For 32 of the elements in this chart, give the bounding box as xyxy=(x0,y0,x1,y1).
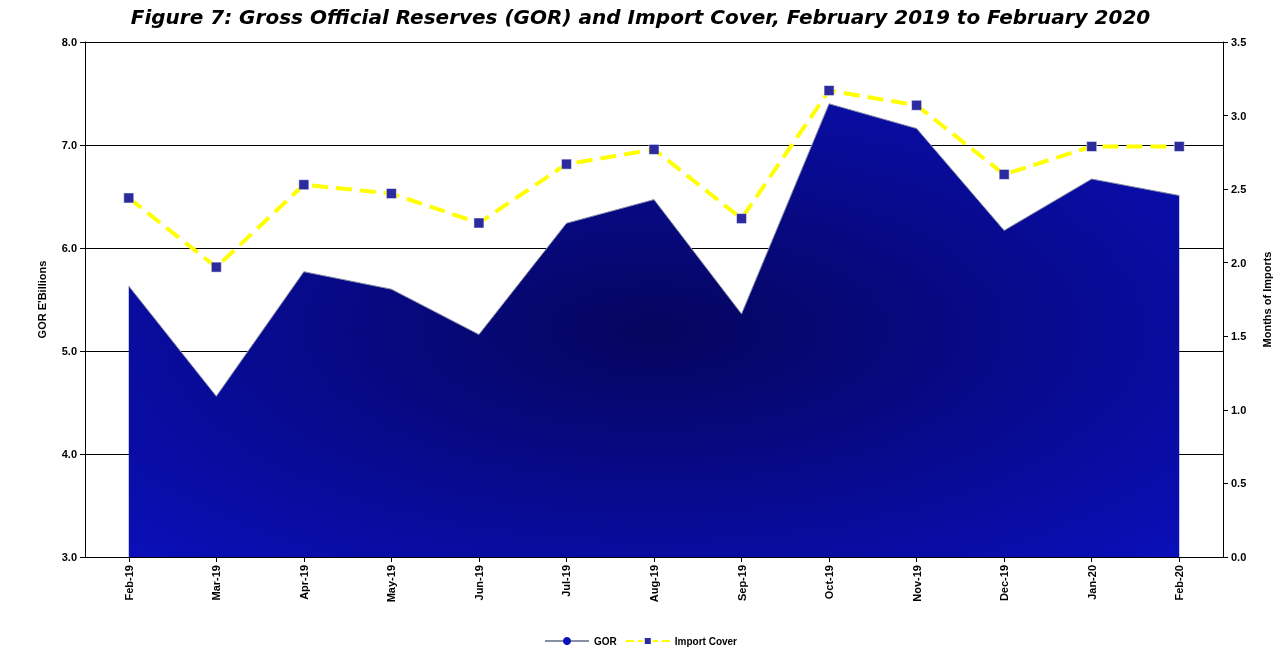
legend-label: GOR xyxy=(594,635,618,647)
y2-tick-label: 3.0 xyxy=(1231,109,1247,122)
x-tick-label: Sep-19 xyxy=(735,565,748,602)
x-tick-label: Feb-20 xyxy=(1173,565,1186,601)
y-axis-title: GOR E'Billions xyxy=(35,260,48,339)
y2-tick-label: 2.5 xyxy=(1231,183,1247,196)
y2-tick-label: 3.5 xyxy=(1231,36,1247,48)
y-tick-label: 7.0 xyxy=(61,139,77,151)
x-tick-label: Apr-19 xyxy=(297,565,310,600)
x-tick-label: Jul-19 xyxy=(560,565,573,597)
y2-tick-label: 1.5 xyxy=(1231,330,1247,343)
x-tick-label: Aug-19 xyxy=(648,565,660,603)
y2-tick-label: 1.0 xyxy=(1231,403,1247,416)
x-tick-label: Nov-19 xyxy=(910,565,923,602)
x-tick-label: Dec-19 xyxy=(998,565,1011,602)
legend-label: Import Cover xyxy=(674,635,738,647)
x-tick-label: Jun-19 xyxy=(472,565,485,601)
y-tick-label: 5.0 xyxy=(61,345,77,357)
x-tick-label: Oct-19 xyxy=(823,565,836,600)
x-tick-label: Mar-19 xyxy=(210,565,223,601)
chart-title: Figure 7: Gross Official Reserves (GOR) and Import Cover, February 2019 to February 2020 xyxy=(130,5,1151,29)
y-tick-label: 8.0 xyxy=(61,36,77,48)
x-tick-label: Feb-19 xyxy=(122,565,135,601)
y2-tick-label: 0.0 xyxy=(1231,551,1247,563)
x-tick-label: May-19 xyxy=(385,565,398,603)
y2-tick-label: 2.0 xyxy=(1231,256,1247,269)
y-tick-label: 6.0 xyxy=(61,242,77,254)
x-tick-label: Jan-20 xyxy=(1085,565,1098,600)
y-tick-label: 3.0 xyxy=(61,551,77,563)
y2-tick-label: 0.5 xyxy=(1231,477,1247,490)
y2-axis-title: Months of Imports xyxy=(1260,251,1273,348)
y-tick-label: 4.0 xyxy=(61,448,77,460)
